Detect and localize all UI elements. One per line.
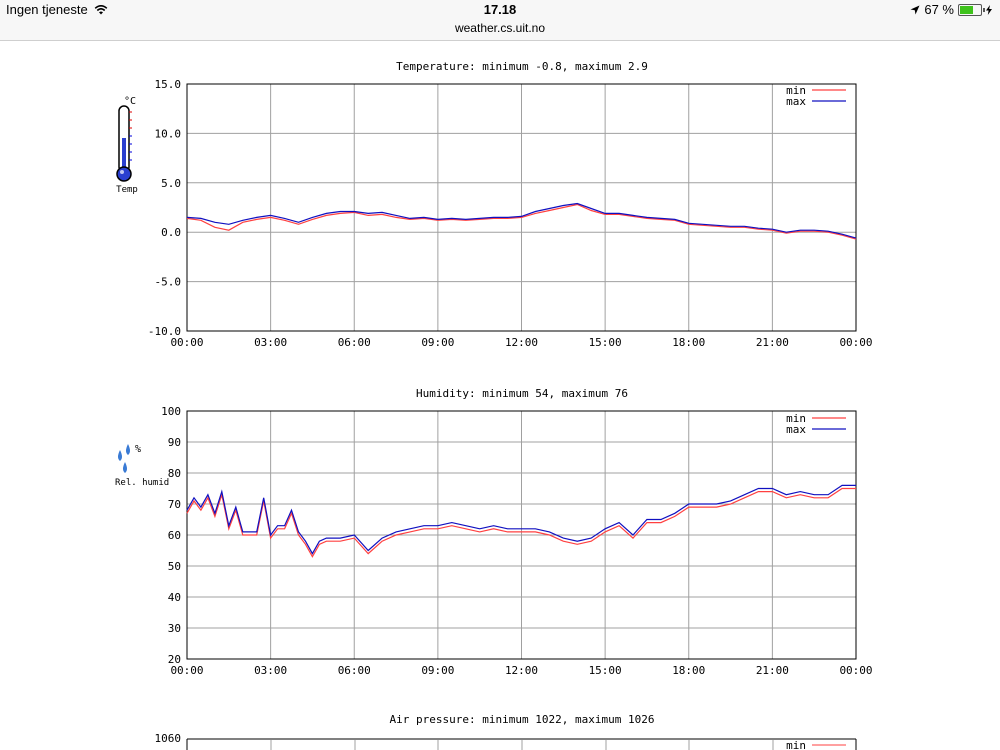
x-tick-label: 00:00: [170, 664, 203, 677]
x-tick-label: 15:00: [589, 336, 622, 349]
wifi-icon: [94, 5, 108, 15]
series-line-max: [186, 202, 857, 239]
status-right: 67 %: [910, 2, 992, 17]
y-tick-label: 50: [168, 560, 181, 573]
x-tick-label: 21:00: [756, 664, 789, 677]
x-tick-label: 06:00: [338, 664, 371, 677]
temperature-chart: Temperature: minimum -0.8, maximum 2.9 °…: [0, 40, 1000, 360]
icon-unit: °C: [124, 96, 136, 107]
thermometer-icon: °C Temp: [116, 96, 138, 195]
x-tick-label: 09:00: [421, 664, 454, 677]
y-tick-label: 1060: [155, 732, 182, 745]
plot-frame: [186, 410, 857, 660]
y-tick-label: 30: [168, 622, 181, 635]
y-tick-label: 90: [168, 436, 181, 449]
series-line-min: [186, 203, 857, 240]
clock: 17.18: [483, 2, 517, 17]
y-tick-label: 10.0: [155, 127, 182, 140]
battery-icon: [958, 3, 985, 16]
x-tick-label: 09:00: [421, 336, 454, 349]
y-tick-label: 70: [168, 498, 181, 511]
air-pressure-chart: Air pressure: minimum 1022, maximum 1026…: [0, 694, 1000, 750]
x-tick-label: 06:00: [338, 336, 371, 349]
x-tick-label: 18:00: [672, 664, 705, 677]
y-tick-label: 15.0: [155, 78, 182, 91]
y-tick-label: -5.0: [155, 276, 182, 289]
icon-label: Temp: [116, 185, 138, 195]
address-bar[interactable]: weather.cs.uit.no: [0, 20, 1000, 41]
status-bar: Ingen tjeneste 17.18 67 %: [0, 0, 1000, 20]
x-tick-label: 03:00: [254, 664, 287, 677]
chart-title: Air pressure: minimum 1022, maximum 1026: [390, 713, 655, 726]
legend-label-max: max: [786, 423, 806, 436]
x-tick-label: 00:00: [839, 664, 872, 677]
carrier-label: Ingen tjeneste: [6, 2, 88, 17]
y-tick-label: 20: [168, 653, 181, 666]
plot-frame: [186, 83, 857, 332]
x-tick-label: 21:00: [756, 336, 789, 349]
humidity-chart-svg: Humidity: minimum 54, maximum 76 % Rel. …: [115, 387, 873, 677]
y-tick-label: 100: [161, 405, 181, 418]
y-tick-label: -10.0: [148, 325, 181, 338]
location-arrow-icon: [910, 5, 920, 14]
chart-title: Temperature: minimum -0.8, maximum 2.9: [396, 60, 648, 73]
legend-label-min: min: [786, 84, 806, 97]
battery-percent: 67 %: [924, 2, 954, 17]
water-drops-icon: % Rel. humid: [115, 444, 169, 488]
x-tick-label: 03:00: [254, 336, 287, 349]
temperature-chart-svg: Temperature: minimum -0.8, maximum 2.9 °…: [116, 60, 872, 349]
x-tick-label: 00:00: [839, 336, 872, 349]
series-line-min: [186, 487, 856, 558]
legend-label-max: max: [786, 95, 806, 108]
series-line-max: [186, 484, 856, 555]
y-tick-label: 60: [168, 529, 181, 542]
air-pressure-chart-svg: Air pressure: minimum 1022, maximum 1026…: [155, 713, 857, 750]
y-tick-label: 5.0: [161, 177, 181, 190]
x-tick-label: 12:00: [505, 664, 538, 677]
x-tick-label: 15:00: [589, 664, 622, 677]
legend-label-min: min: [786, 739, 806, 750]
icon-label: Rel. humid: [115, 478, 169, 488]
icon-unit: %: [135, 444, 141, 455]
legend-label-min: min: [786, 412, 806, 425]
url-text[interactable]: weather.cs.uit.no: [454, 21, 546, 35]
humidity-chart: Humidity: minimum 54, maximum 76 % Rel. …: [0, 368, 1000, 688]
y-tick-label: 40: [168, 591, 181, 604]
charging-bolt-icon: [986, 4, 992, 15]
carrier-info: Ingen tjeneste: [6, 2, 108, 17]
x-tick-label: 00:00: [170, 336, 203, 349]
x-tick-label: 12:00: [505, 336, 538, 349]
chart-title: Humidity: minimum 54, maximum 76: [416, 387, 628, 400]
x-tick-label: 18:00: [672, 336, 705, 349]
battery-fill: [960, 5, 974, 14]
y-tick-label: 0.0: [161, 226, 181, 239]
y-tick-label: 80: [168, 467, 181, 480]
